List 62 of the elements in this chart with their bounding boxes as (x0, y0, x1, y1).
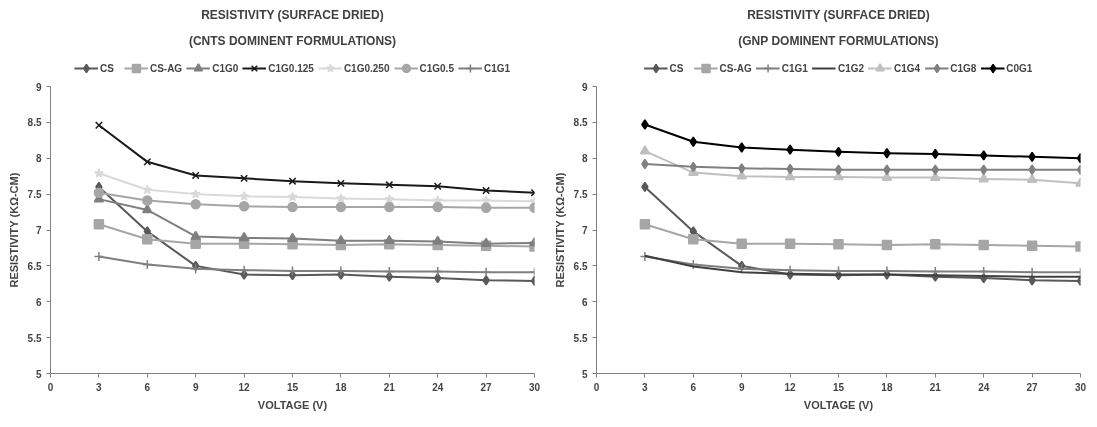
y-axis-title: RESISTIVITY (KΩ-CM) (553, 172, 566, 288)
legend-label: CS-AG (719, 62, 752, 74)
x-tick-label: 6 (690, 381, 697, 393)
x-tick-label: 18 (335, 381, 347, 393)
legend-label: C1G4 (894, 62, 921, 74)
y-tick-label: 8 (35, 153, 42, 165)
y-tick-label: 7 (581, 225, 588, 236)
legend-label: CS-AG (149, 62, 183, 74)
y-tick-label: 7.5 (573, 189, 588, 201)
x-axis-title: VOLTAGE (V) (803, 398, 874, 411)
y-tick-label: 5 (35, 368, 42, 380)
x-tick-label: 18 (881, 381, 893, 393)
y-tick-label: 5 (581, 368, 588, 380)
x-tick-label: 27 (1026, 381, 1039, 393)
y-tick-label: 7.5 (27, 189, 42, 201)
chart-subtitle: (GNP DOMINENT FORMULATIONS) (738, 33, 939, 48)
x-tick-label: 3 (642, 381, 649, 393)
x-tick-label: 24 (978, 381, 990, 393)
x-tick-label: 6 (144, 381, 151, 393)
y-tick-label: 6 (581, 296, 588, 308)
y-tick-label: 6.5 (573, 260, 588, 272)
chart-title: RESISTIVITY (SURFACE DRIED) (747, 7, 930, 22)
legend-label: C1G1 (483, 62, 511, 74)
x-tick-label: 30 (1074, 381, 1087, 393)
y-tick-label: 8.5 (27, 117, 42, 129)
legend-label: C1G0.5 (419, 62, 454, 74)
x-tick-label: 12 (238, 381, 251, 393)
legend-label: C1G8 (950, 62, 977, 74)
x-tick-label: 30 (528, 381, 541, 393)
legend-label: C1G2 (837, 62, 865, 74)
legend-label: C1G0.125 (268, 62, 314, 74)
x-tick-label: 15 (832, 381, 845, 393)
y-tick-label: 9 (35, 81, 42, 93)
y-tick-label: 8.5 (573, 117, 588, 129)
chart-title: RESISTIVITY (SURFACE DRIED) (201, 7, 384, 22)
y-tick-label: 5.5 (27, 332, 42, 344)
y-tick-label: 7 (35, 225, 42, 236)
y-tick-label: 5.5 (573, 332, 588, 344)
x-tick-label: 9 (738, 381, 745, 393)
x-tick-label: 27 (480, 381, 493, 393)
y-tick-label: 6.5 (27, 260, 42, 272)
y-tick-label: 9 (581, 81, 588, 93)
x-tick-label: 21 (929, 381, 942, 393)
legend-label: C1G1 (781, 62, 808, 74)
x-tick-label: 24 (432, 381, 444, 393)
y-axis-title: RESISTIVITY (KΩ-CM) (7, 172, 20, 288)
x-tick-label: 9 (192, 381, 199, 393)
legend-label: C1G0.250 (343, 62, 390, 74)
legend-label: CS (99, 62, 115, 74)
legend-label: C1G0 (212, 62, 239, 74)
y-tick-label: 6 (35, 296, 42, 308)
y-tick-label: 8 (581, 153, 588, 165)
legend-label: CS (669, 62, 685, 74)
legend-label: C0G1 (1006, 62, 1033, 74)
chart-subtitle: (CNTS DOMINENT FORMULATIONS) (188, 33, 397, 48)
x-tick-label: 21 (383, 381, 396, 393)
x-tick-label: 12 (784, 381, 797, 393)
x-tick-label: 15 (286, 381, 299, 393)
x-axis-title: VOLTAGE (V) (257, 398, 328, 411)
x-tick-label: 0 (593, 381, 600, 393)
x-tick-label: 0 (47, 381, 54, 393)
x-tick-label: 3 (96, 381, 103, 393)
